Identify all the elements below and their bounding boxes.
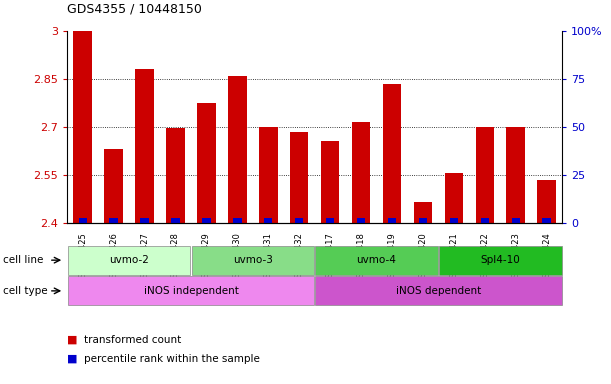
Bar — [326, 218, 334, 223]
Bar — [382, 83, 401, 223]
Bar — [419, 218, 427, 223]
Bar — [450, 218, 458, 223]
Text: iNOS independent: iNOS independent — [144, 286, 238, 296]
Bar — [352, 122, 370, 223]
Bar — [78, 218, 87, 223]
Bar — [321, 141, 340, 223]
Bar — [290, 131, 309, 223]
Bar — [104, 149, 123, 223]
Bar — [233, 218, 241, 223]
Bar — [445, 173, 463, 223]
Bar — [202, 218, 211, 223]
Text: Spl4-10: Spl4-10 — [480, 255, 520, 265]
Text: cell line: cell line — [3, 255, 43, 265]
Text: uvmo-2: uvmo-2 — [109, 255, 149, 265]
Bar — [109, 218, 118, 223]
Bar — [228, 76, 247, 223]
Bar — [171, 218, 180, 223]
Bar — [141, 218, 148, 223]
Bar — [259, 127, 277, 223]
Text: uvmo-3: uvmo-3 — [233, 255, 273, 265]
Text: iNOS dependent: iNOS dependent — [396, 286, 481, 296]
Bar — [414, 202, 432, 223]
Text: ■: ■ — [67, 354, 78, 364]
Text: GDS4355 / 10448150: GDS4355 / 10448150 — [67, 2, 202, 15]
Text: uvmo-4: uvmo-4 — [357, 255, 397, 265]
Bar — [388, 218, 396, 223]
Text: transformed count: transformed count — [84, 335, 181, 345]
Bar — [295, 218, 304, 223]
Bar — [357, 218, 365, 223]
Bar — [73, 31, 92, 223]
Bar — [481, 218, 489, 223]
Text: percentile rank within the sample: percentile rank within the sample — [84, 354, 260, 364]
Text: cell type: cell type — [3, 286, 48, 296]
Bar — [135, 69, 154, 223]
Bar — [264, 218, 273, 223]
Bar — [197, 103, 216, 223]
Bar — [166, 128, 185, 223]
Bar — [475, 127, 494, 223]
Bar — [507, 127, 525, 223]
Bar — [538, 179, 556, 223]
Bar — [543, 218, 551, 223]
Bar — [511, 218, 520, 223]
Text: ■: ■ — [67, 335, 78, 345]
